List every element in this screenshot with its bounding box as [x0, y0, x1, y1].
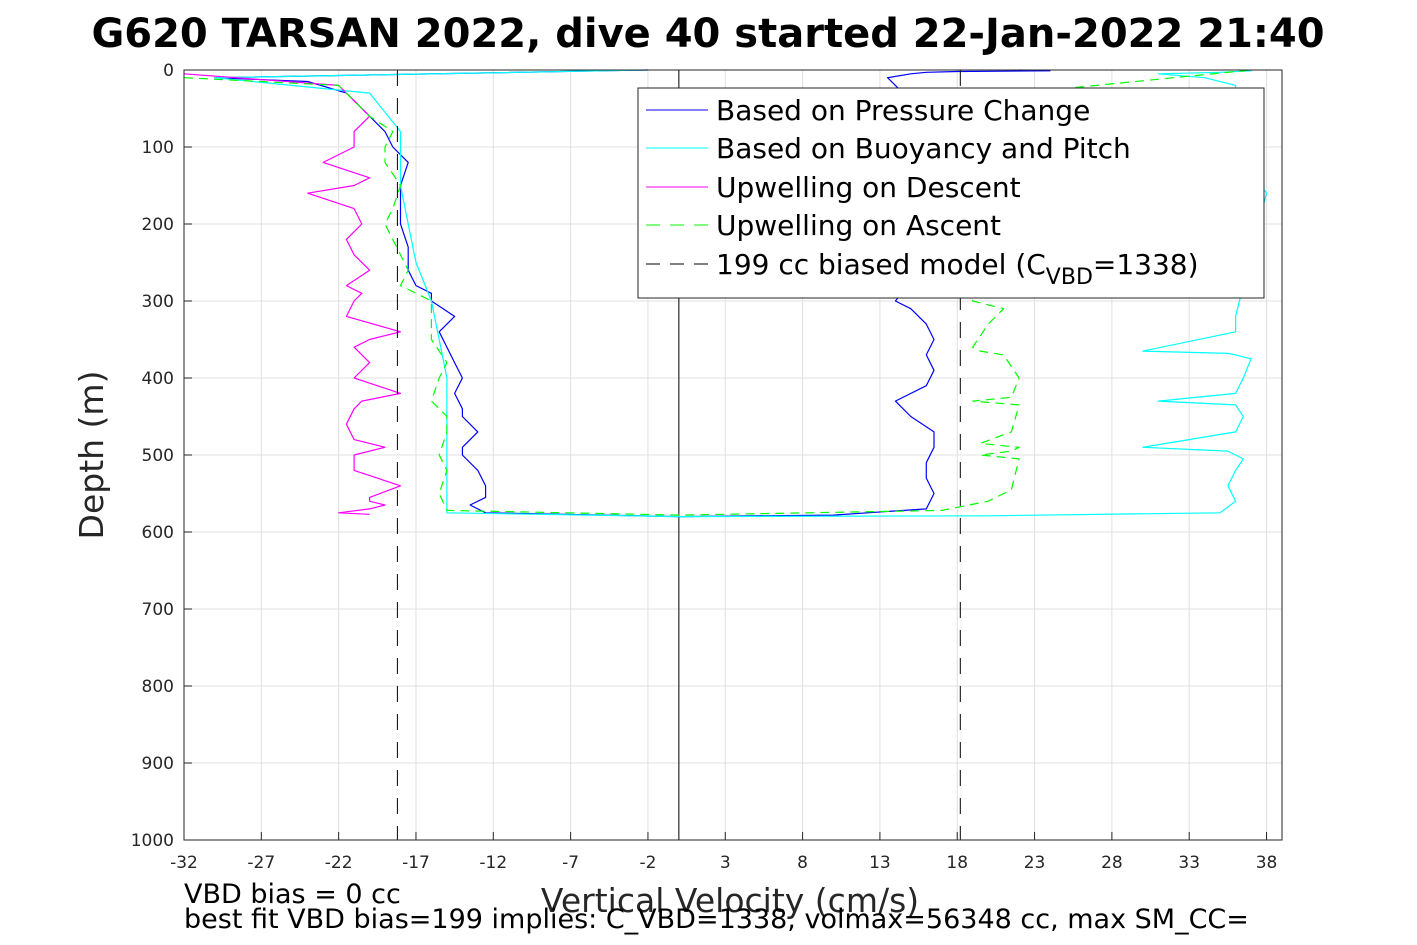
y-tick-label: 1000	[131, 831, 174, 851]
legend-label-model: 199 cc biased model (CVBD=1338)	[716, 248, 1199, 290]
legend-model-suffix: =1338)	[1093, 248, 1199, 281]
x-tick-label: -17	[402, 853, 430, 873]
legend-label-buoyancy: Based on Buoyancy and Pitch	[716, 132, 1131, 165]
legend-label-pressure: Based on Pressure Change	[716, 94, 1090, 127]
x-tick-label: 18	[946, 853, 968, 873]
x-tick-label: 23	[1024, 853, 1046, 873]
x-tick-label: 33	[1178, 853, 1200, 873]
x-tick-label: -32	[170, 853, 198, 873]
x-tick-label: 38	[1256, 853, 1278, 873]
y-tick-label: 500	[142, 446, 174, 466]
x-tick-label: -22	[325, 853, 353, 873]
y-tick-label: 400	[142, 369, 174, 389]
x-axis-title: Vertical Velocity (cm/s)	[541, 881, 919, 920]
legend-model-prefix: 199 cc biased model (C	[716, 248, 1046, 281]
x-tick-label: -7	[562, 853, 579, 873]
y-tick-label: 100	[142, 138, 174, 158]
y-tick-label: 200	[142, 215, 174, 235]
legend-label-upwelling-descent: Upwelling on Descent	[716, 171, 1021, 204]
x-tick-label: -12	[479, 853, 507, 873]
y-tick-label: 0	[163, 61, 174, 81]
x-tick-label: -2	[639, 853, 656, 873]
y-axis-title: Depth (m)	[72, 371, 111, 540]
y-tick-label: 800	[142, 677, 174, 697]
legend: Based on Pressure Change Based on Buoyan…	[637, 87, 1265, 299]
legend-box	[637, 87, 1265, 299]
vbd-bias-note: VBD bias = 0 cc	[184, 879, 401, 910]
x-tick-label: -27	[247, 853, 275, 873]
y-tick-label: 900	[142, 754, 174, 774]
x-tick-label: 28	[1101, 853, 1123, 873]
x-tick-label: 8	[797, 853, 808, 873]
chart-title: G620 TARSAN 2022, dive 40 started 22-Jan…	[91, 11, 1324, 57]
best-fit-note: best fit VBD bias=199 implies: C_VBD=133…	[184, 904, 1249, 935]
legend-label-upwelling-ascent: Upwelling on Ascent	[716, 209, 1001, 242]
y-tick-label: 300	[142, 292, 174, 312]
legend-model-subscript: VBD	[1046, 265, 1093, 290]
ticks: -32 -27 -22 -17 -12 -7 -2 3 8 13 18 23 28 33 380100200…	[131, 61, 1278, 873]
x-tick-label: 13	[869, 853, 891, 873]
y-tick-label: 700	[142, 600, 174, 620]
x-tick-label: 3	[720, 853, 731, 873]
series-up_descent-line	[183, 73, 402, 515]
y-tick-label: 600	[142, 523, 174, 543]
